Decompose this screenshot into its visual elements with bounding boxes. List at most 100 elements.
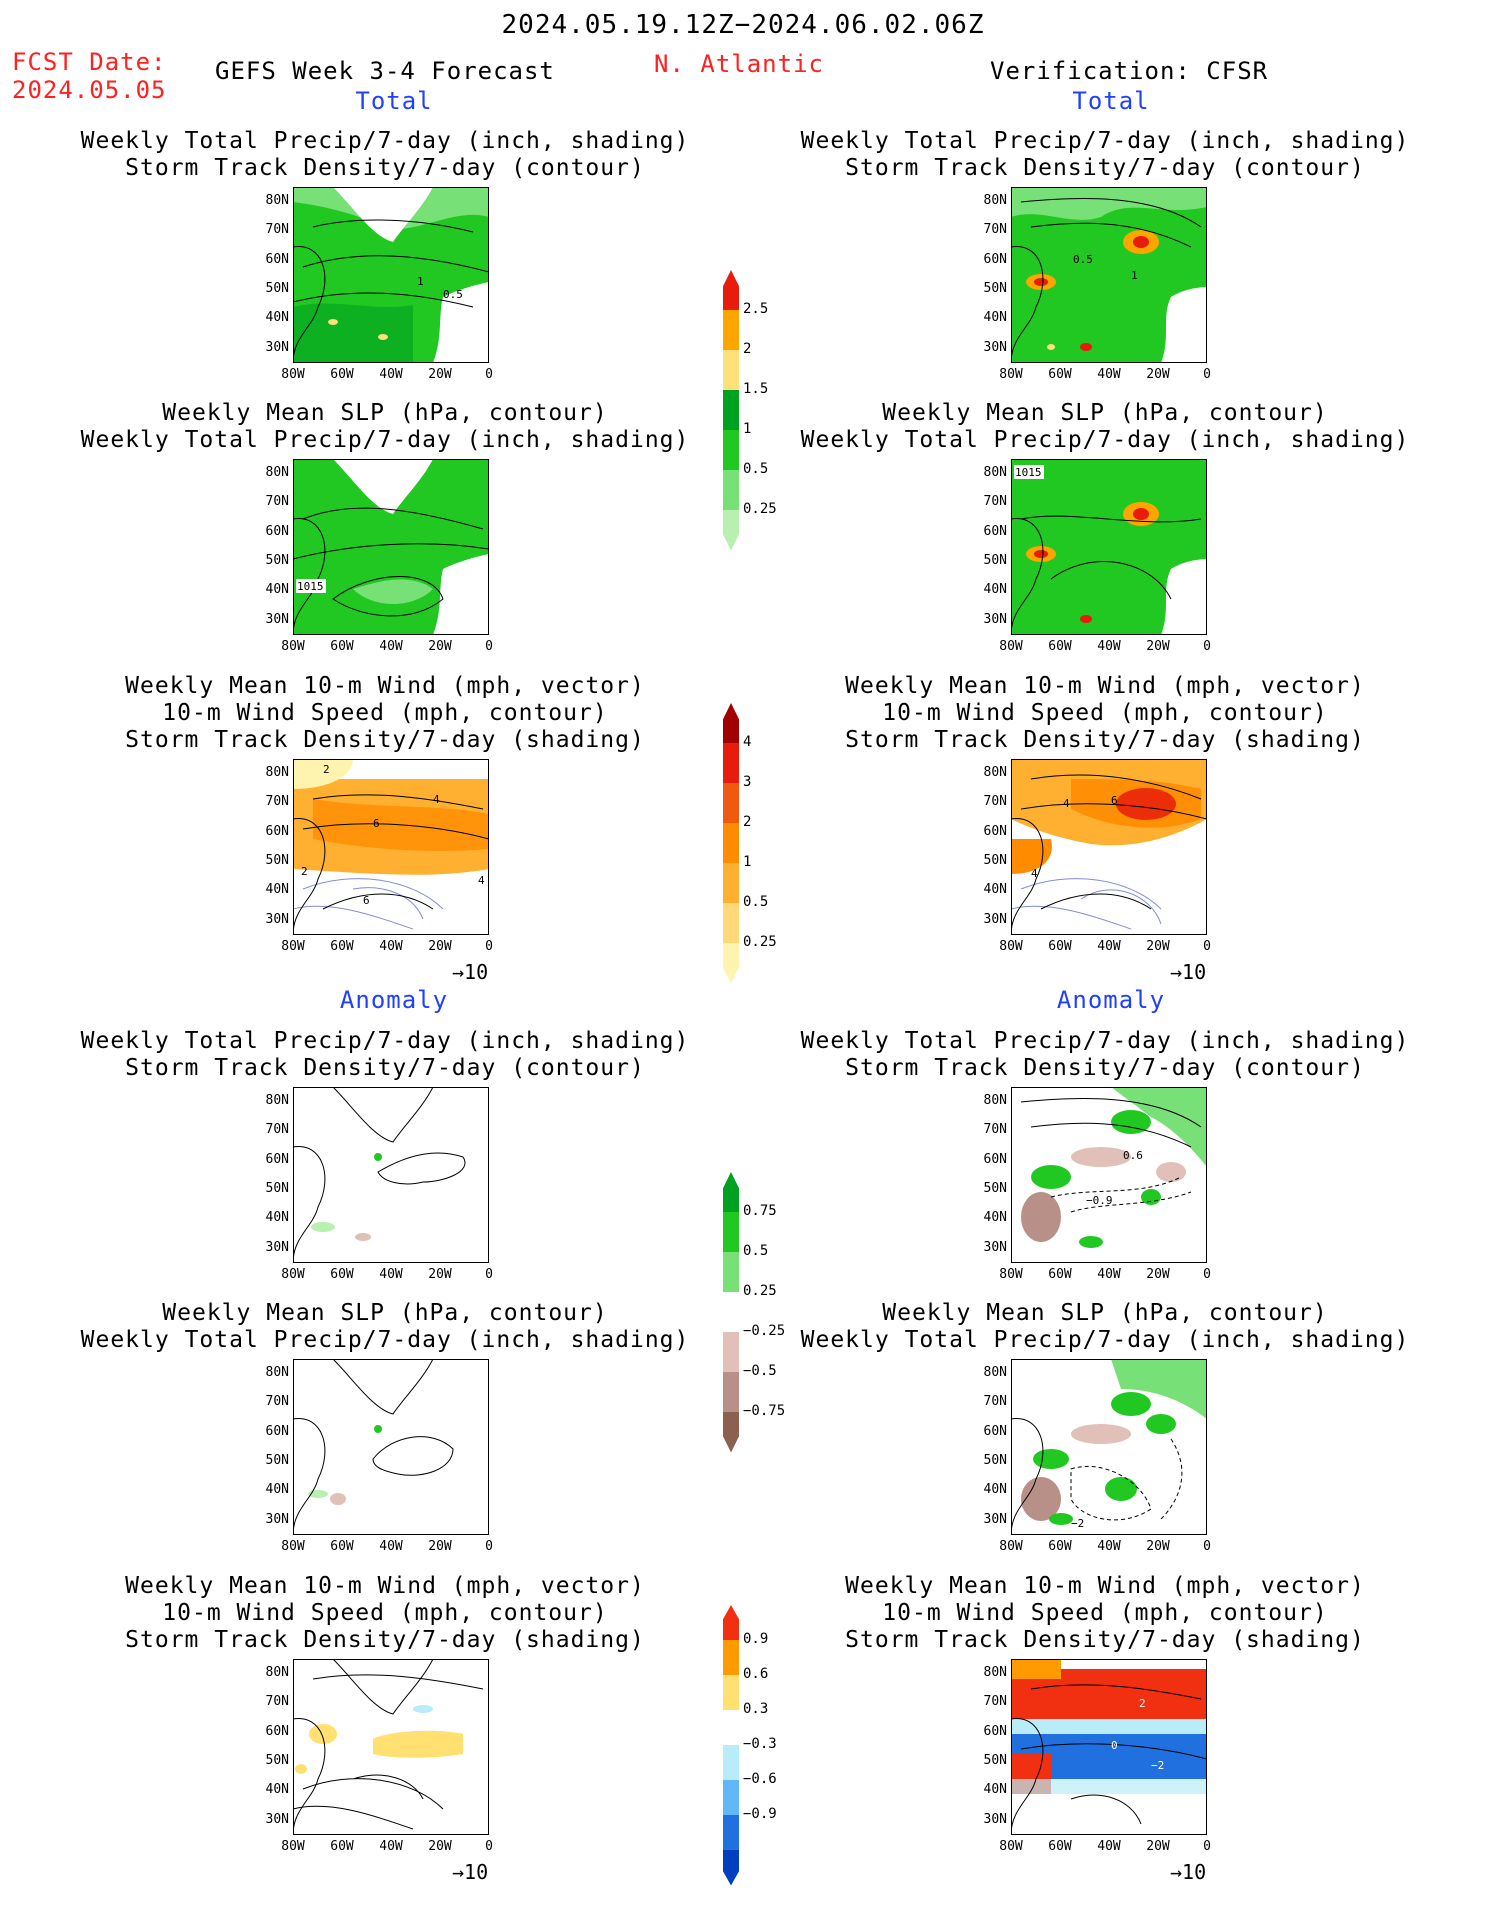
contour-label: 6	[373, 817, 380, 830]
lon-tick-label: 40W	[379, 939, 403, 954]
title-line: 10-m Wind Speed (mph, contour)	[162, 700, 608, 726]
lat-tick-label: 60N	[265, 1423, 289, 1439]
lon-tick-label: 20W	[1146, 367, 1170, 382]
lat-tick-label: 60N	[265, 1723, 289, 1739]
title-line: 10-m Wind Speed (mph, contour)	[882, 700, 1328, 726]
title-line: Storm Track Density/7-day (contour)	[845, 155, 1365, 181]
contour-label: 1015	[1015, 466, 1042, 479]
lon-tick-label: 80W	[999, 1839, 1023, 1854]
lon-tick-label: 80W	[281, 639, 305, 654]
lat-tick-label: 70N	[265, 1394, 289, 1410]
contour-label: 2	[323, 763, 330, 776]
lat-tick-label: 50N	[265, 1180, 289, 1196]
contour-label: 0.5	[443, 288, 463, 301]
lon-tick-label: 0	[1203, 639, 1211, 654]
lon-tick-label: 0	[485, 1267, 493, 1282]
contour-label: 1	[1131, 269, 1138, 282]
lat-tick-label: 30N	[983, 911, 1007, 927]
lon-tick-label: 0	[485, 1539, 493, 1554]
lon-tick-label: 20W	[428, 1539, 452, 1554]
lat-tick-label: 50N	[983, 552, 1007, 568]
lat-tick-label: 40N	[983, 1782, 1007, 1798]
title-line: Weekly Total Precip/7-day (inch, shading…	[80, 128, 690, 154]
lat-tick-label: 60N	[983, 1423, 1007, 1439]
lon-tick-label: 40W	[1097, 1267, 1121, 1282]
panel-title-fc-anom-slp: Weekly Mean SLP (hPa, contour) Weekly To…	[81, 1300, 690, 1354]
lat-tick-label: 30N	[983, 339, 1007, 355]
lon-tick-label: 40W	[1097, 939, 1121, 954]
colorbar-label: −0.25	[743, 1323, 786, 1339]
map-fc-total-slp: 1015	[293, 459, 489, 635]
lat-tick-label: 60N	[265, 523, 289, 539]
colorbar-label: 0.25	[743, 1283, 777, 1299]
colorbar-segment	[723, 1815, 739, 1851]
title-line: Storm Track Density/7-day (shading)	[125, 727, 645, 753]
lat-tick-label: 80N	[983, 1093, 1007, 1108]
colorbar-label: 2	[743, 814, 752, 830]
lat-tick-label: 70N	[983, 222, 1007, 238]
lat-tick-label: 50N	[265, 852, 289, 868]
colorbar-label: 2.5	[743, 301, 769, 317]
map-ver-anom-wind: 2 0 −2	[1011, 1659, 1207, 1835]
colorbar-label: 3	[743, 774, 752, 790]
colorbar-precip-anom: 0.75 0.5 0.25 −0.25 −0.5 −0.75	[723, 1172, 785, 1453]
colorbar-label: −0.6	[743, 1771, 777, 1787]
lon-tick-label: 60W	[330, 639, 354, 654]
colorbar-label: 0.75	[743, 1203, 777, 1219]
lon-tick-label: 0	[1203, 1267, 1211, 1282]
lon-tick-label: 20W	[428, 367, 452, 382]
lat-tick-label: 30N	[265, 1239, 289, 1255]
lon-tick-label: 0	[1203, 939, 1211, 954]
lat-tick-label: 70N	[983, 794, 1007, 810]
title-line: Weekly Mean SLP (hPa, contour)	[882, 1300, 1328, 1326]
colorbar-label: 0.5	[743, 894, 769, 910]
title-line: Weekly Total Precip/7-day (inch, shading…	[800, 128, 1410, 154]
map-ver-anom-slp: −2	[1011, 1359, 1207, 1535]
map-fc-anom-precip	[293, 1087, 489, 1263]
panel-title-ver-total-slp: Weekly Mean SLP (hPa, contour) Weekly To…	[801, 400, 1410, 454]
vector-ref-label: 10	[1182, 960, 1207, 984]
contour-label: 2	[1139, 1697, 1146, 1710]
colorbar-segment	[723, 1172, 739, 1213]
lat-tick-label: 80N	[265, 465, 289, 480]
lat-tick-label: 40N	[265, 1782, 289, 1798]
contour-label: 4	[478, 874, 485, 887]
colorbar-segment	[723, 863, 739, 904]
colorbar-segment	[723, 743, 739, 784]
lon-tick-label: 40W	[379, 1267, 403, 1282]
lon-tick-label: 20W	[428, 1267, 452, 1282]
lat-tick-label: 80N	[983, 765, 1007, 780]
lat-tick-label: 60N	[983, 251, 1007, 267]
lat-tick-label: 30N	[265, 1511, 289, 1527]
map-ver-total-wind: 6 4 4	[1011, 759, 1207, 935]
section-total-right: Total	[1072, 87, 1150, 115]
model-title: GEFS Week 3-4 Forecast	[215, 57, 555, 85]
colorbar-label: −0.9	[743, 1806, 777, 1822]
contour-label: 0	[1111, 1739, 1118, 1752]
contour-label: 4	[1063, 797, 1070, 810]
lat-tick-label: 50N	[265, 280, 289, 296]
colorbar-segment	[723, 783, 739, 824]
lat-tick-label: 50N	[983, 1180, 1007, 1196]
vector-ref-ver-total: →10	[1170, 960, 1207, 984]
colorbar-segment	[723, 270, 739, 311]
lat-tick-label: 70N	[265, 1122, 289, 1138]
section-anomaly-left: Anomaly	[339, 986, 449, 1014]
lon-tick-label: 80W	[281, 939, 305, 954]
lat-tick-label: 80N	[265, 1365, 289, 1380]
vector-ref-ver-anom: →10	[1170, 1860, 1207, 1884]
lat-tick-label: 50N	[983, 1752, 1007, 1768]
lon-tick-label: 60W	[1048, 367, 1072, 382]
panel-title-fc-total-slp: Weekly Mean SLP (hPa, contour) Weekly To…	[81, 400, 690, 454]
lon-tick-label: 0	[1203, 367, 1211, 382]
lon-tick-label: 40W	[1097, 367, 1121, 382]
lon-tick-label: 20W	[428, 639, 452, 654]
contour-label: 4	[433, 793, 440, 806]
colorbar-label: −0.75	[743, 1403, 786, 1419]
lat-tick-label: 60N	[265, 823, 289, 839]
colorbar-label: 0.25	[743, 934, 777, 950]
lat-tick-label: 70N	[983, 494, 1007, 510]
contour-label: −0.9	[1086, 1194, 1113, 1207]
title-line: Storm Track Density/7-day (contour)	[125, 1055, 645, 1081]
colorbar-segment	[723, 823, 739, 864]
